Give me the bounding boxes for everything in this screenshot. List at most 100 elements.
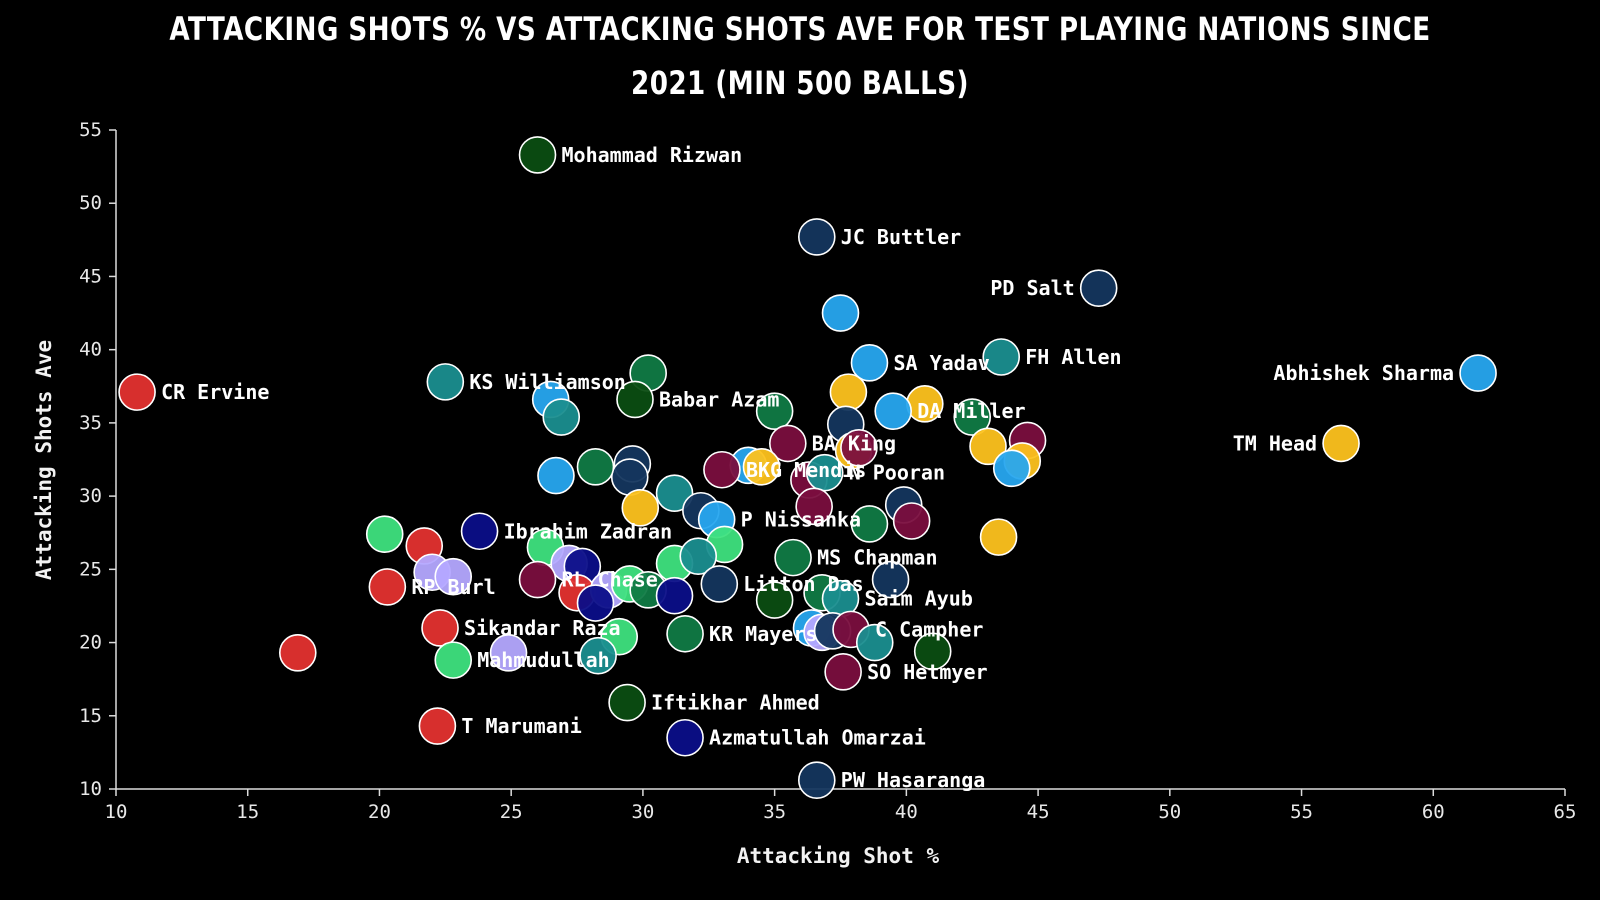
data-point <box>1079 269 1118 307</box>
data-point <box>666 614 704 653</box>
data-point <box>805 453 844 492</box>
data-point <box>840 428 878 467</box>
x-tick-label: 40 <box>895 801 918 823</box>
data-point <box>616 380 654 419</box>
point-label: Litton Das <box>743 572 863 596</box>
data-point <box>829 373 868 411</box>
data-point <box>824 653 862 691</box>
point-label: SA Yadav <box>893 351 989 375</box>
data-point <box>700 565 739 603</box>
y-tick-label: 50 <box>79 192 102 214</box>
x-tick-label: 10 <box>105 801 128 823</box>
x-tick-label: 25 <box>500 801 523 823</box>
point-labels: Mohammad Rizwan JC Buttler PD Salt CR Ervin… <box>161 143 1454 792</box>
data-point <box>368 568 407 606</box>
point-label: CR Ervine <box>161 380 269 404</box>
data-point <box>537 456 575 495</box>
point-label: BA King <box>812 431 896 455</box>
data-point <box>703 450 741 489</box>
y-tick-label: 55 <box>79 119 102 141</box>
x-axis-label: Attacking Shot % <box>737 844 940 868</box>
x-tick-label: 20 <box>368 801 391 823</box>
point-label: FH Allen <box>1025 345 1121 369</box>
point-label: JC Buttler <box>841 225 961 249</box>
x-tick-label: 35 <box>763 801 786 823</box>
point-label: KR Mayers <box>709 622 817 646</box>
data-point <box>795 487 833 526</box>
data-point <box>821 294 860 332</box>
data-point <box>797 218 836 256</box>
data-point <box>418 707 457 745</box>
x-tick-label: 30 <box>631 801 654 823</box>
data-point <box>742 448 781 486</box>
data-point <box>434 557 473 596</box>
data-point <box>969 427 1007 466</box>
point-label: Iftikhar Ahmed <box>651 691 820 715</box>
y-tick-label: 40 <box>79 339 102 361</box>
data-point <box>489 634 528 672</box>
data-point <box>679 537 718 575</box>
x-tick-label: 15 <box>236 801 259 823</box>
x-tick-label: 50 <box>1158 801 1181 823</box>
data-point <box>421 609 459 647</box>
point-label: Mohammad Rizwan <box>562 143 743 167</box>
point-label: TM Head <box>1233 431 1317 455</box>
data-point <box>979 518 1018 556</box>
data-point <box>1459 354 1497 392</box>
point-label: SO Hetmyer <box>867 660 987 684</box>
data-point <box>992 449 1031 488</box>
data-point <box>608 683 646 722</box>
point-label: Sikandar Raza <box>464 616 621 640</box>
point-label: Ibrahim Zadran <box>504 519 673 543</box>
data-point <box>365 515 404 553</box>
data-point <box>655 474 694 512</box>
data-points <box>118 136 1497 800</box>
point-label: Babar Azam <box>659 387 779 411</box>
data-point <box>655 576 694 615</box>
data-point <box>434 641 473 679</box>
data-point <box>850 505 889 543</box>
data-point <box>621 489 660 527</box>
point-label: P Nissanka <box>741 508 861 532</box>
data-point <box>118 373 156 411</box>
chart-title: Attacking Shots % vs Attacking Shots Ave… <box>169 10 1431 102</box>
x-tick-label: 55 <box>1290 801 1313 823</box>
point-label: T Marumani <box>461 714 581 738</box>
point-label: N Pooran <box>849 461 945 485</box>
data-point <box>797 761 836 800</box>
data-point <box>426 363 465 401</box>
y-tick-label: 20 <box>79 632 102 654</box>
point-label: MS Chapman <box>817 546 937 570</box>
axes: 10 15 20 25 30 35 40 45 50 55 60 65 10 15 20 25 30 35 40 45… <box>79 119 1576 823</box>
data-point <box>855 623 894 662</box>
point-label: Azmatullah Omarzai <box>709 726 926 750</box>
data-point <box>278 634 317 672</box>
point-label: BKG Mendis <box>746 458 866 482</box>
y-tick-label: 15 <box>79 705 102 727</box>
data-point <box>850 344 889 382</box>
data-point <box>460 512 499 551</box>
data-point <box>755 392 794 430</box>
data-point <box>518 560 557 599</box>
point-label: KS Williamson <box>469 370 626 394</box>
y-tick-label: 35 <box>79 412 102 434</box>
point-label: Mahmudullah <box>477 648 609 672</box>
point-label: RP Burl <box>411 575 495 599</box>
data-point <box>576 448 615 486</box>
data-point <box>982 338 1021 376</box>
point-label: C Campher <box>875 617 983 641</box>
point-label: Abhishek Sharma <box>1273 361 1454 385</box>
data-point <box>518 136 557 174</box>
point-label: DA Miller <box>917 399 1025 423</box>
data-point <box>769 424 807 463</box>
data-point <box>953 398 992 436</box>
data-point <box>1322 424 1360 463</box>
x-tick-label: 45 <box>1027 801 1050 823</box>
data-point <box>576 584 615 622</box>
point-label: PD Salt <box>990 276 1074 300</box>
data-point <box>913 632 952 671</box>
y-tick-label: 10 <box>79 778 102 800</box>
data-point <box>774 538 812 577</box>
data-point <box>579 636 617 675</box>
